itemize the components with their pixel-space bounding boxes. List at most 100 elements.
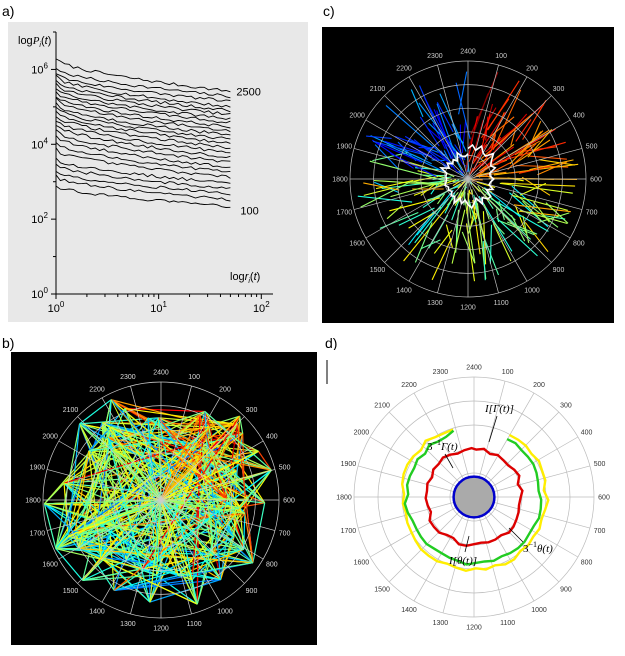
panel-d-annotation-arrow xyxy=(464,535,470,553)
panel-c-grid-spoke xyxy=(467,148,583,180)
panel-b-angle-label: 400 xyxy=(266,434,278,441)
panel-a-y-tick-label: 100 xyxy=(31,286,48,301)
panel-a-label-2500: 2500 xyxy=(236,86,260,98)
panel-b-network-edge xyxy=(100,506,241,558)
panel-b-grid-spoke xyxy=(101,397,162,501)
panel-a-series-line xyxy=(55,120,231,154)
panel-a-y-tick-label: 102 xyxy=(31,211,48,226)
panel-c-letter: c) xyxy=(323,3,335,19)
panel-a-series-line xyxy=(55,91,231,124)
panel-c-angle-label: 600 xyxy=(590,177,602,184)
panel-c-network-edge xyxy=(478,155,494,164)
panel-b-angle-label: 100 xyxy=(188,374,200,381)
panel-b-network-edge xyxy=(107,417,159,439)
panel-c-network-edge xyxy=(414,198,449,244)
panel-a-x-tick-label: 102 xyxy=(253,300,270,315)
panel-b-angle-label: 1900 xyxy=(30,464,46,471)
panel-c-network-edge xyxy=(474,120,484,150)
panel-c-network-edge xyxy=(431,238,452,281)
panel-b-angle-label: 1700 xyxy=(30,531,46,538)
panel-b-network-edge xyxy=(44,503,214,556)
panel-c-angle-label: 2100 xyxy=(370,86,386,93)
panel-c-network-edge xyxy=(357,195,413,203)
panel-a-series-line xyxy=(55,125,231,158)
panel-b-network-edge xyxy=(108,423,238,439)
panel-c-network-edge xyxy=(360,181,410,208)
panel-a-series-line xyxy=(55,88,231,120)
panel-b-network-edge xyxy=(239,416,244,434)
panel-b-network-edge xyxy=(244,513,254,563)
panel-c-network-edge xyxy=(452,180,461,187)
panel-c-network-edge xyxy=(414,222,433,263)
panel-c-network-edge xyxy=(481,188,516,221)
panel-c-network-edge xyxy=(487,200,494,210)
panel-d-angle-label: 2300 xyxy=(433,369,449,376)
panel-b-angle-label: 1400 xyxy=(89,608,105,615)
panel-c-network-edge xyxy=(363,182,400,191)
panel-c-network-edge xyxy=(479,143,515,172)
panel-c-network-edge xyxy=(451,209,466,264)
panel-b-network-edge xyxy=(220,536,235,580)
panel-c-grid-spoke xyxy=(467,95,552,180)
panel-c-angle-label: 1600 xyxy=(349,241,365,248)
panel-b-spoke-edge xyxy=(64,482,162,501)
panel-b-network-edge xyxy=(142,415,241,570)
panel-b-network-edge xyxy=(43,482,65,505)
panel-b-spoke-edge xyxy=(160,499,221,511)
panel-a-series-line xyxy=(55,68,231,99)
panel-c-grid-spoke xyxy=(467,178,528,282)
panel-b-network-edge xyxy=(212,554,254,564)
panel-c-network-edge xyxy=(427,128,457,155)
panel-a-series-line xyxy=(55,116,231,149)
panel-b-angle-label: 2400 xyxy=(153,370,169,377)
panel-c-grid-spoke xyxy=(365,119,469,180)
panel-d-angle-label: 200 xyxy=(533,382,545,389)
panel-b-spoke-edge xyxy=(88,450,162,501)
panel-b-letter: b) xyxy=(2,335,15,351)
panel-b-angle-label: 700 xyxy=(279,531,291,538)
panel-b-network-edge xyxy=(63,483,69,537)
panel-b-network-edge xyxy=(100,450,259,558)
panel-c-network-edge xyxy=(460,169,464,174)
panel-b-grid-spoke xyxy=(130,385,162,501)
panel-d-angle-label: 1100 xyxy=(500,620,515,627)
panel-b-network-edge xyxy=(236,424,254,563)
panel-d-annotation-upper-right: I[Γ(t)] xyxy=(484,403,514,415)
panel-d-angle-label: 1000 xyxy=(531,607,547,614)
panel-b-network-edge xyxy=(142,554,214,570)
panel-c-network-edge xyxy=(522,100,547,140)
panel-b-network-edge xyxy=(220,498,249,531)
panel-a-series-line xyxy=(55,96,231,129)
panel-c-network-edge xyxy=(461,119,467,154)
panel-b-angle-label: 900 xyxy=(246,588,258,595)
panel-c-network-edge xyxy=(436,101,454,133)
panel-b-network-edge xyxy=(74,450,90,531)
panel-c-network-edge xyxy=(390,152,437,178)
panel-b-grid-spoke xyxy=(58,499,162,560)
panel-b-spoke-edge xyxy=(160,446,203,501)
panel-c-network-edge xyxy=(518,165,550,174)
panel-a-label-100: 100 xyxy=(240,205,258,217)
panel-c-network-edge xyxy=(472,143,488,164)
panel-b-network-edge xyxy=(63,482,179,577)
panel-c-network-edge xyxy=(437,193,446,205)
panel-d-angle-label: 600 xyxy=(598,495,610,502)
panel-b-grid-spoke xyxy=(77,499,162,584)
panel-b-network-edge xyxy=(258,450,272,471)
panel-b-network-edge xyxy=(67,535,139,556)
panel-c-network-edge xyxy=(468,93,489,147)
panel-b-network-edge xyxy=(142,469,272,570)
panel-a-series-line xyxy=(55,74,231,108)
panel-b-grid-spoke xyxy=(77,416,162,501)
panel-c-network-edge xyxy=(397,141,417,162)
panel-b-angle-label: 2100 xyxy=(63,407,79,414)
panel-b-network-edge xyxy=(82,521,98,581)
panel-b-network-edge xyxy=(107,437,114,451)
panel-c-network-edge xyxy=(366,135,392,139)
panel-b-angle-label: 600 xyxy=(283,498,295,505)
panel-b-angle-label: 1100 xyxy=(187,621,202,628)
panel-b-network-edge xyxy=(114,575,179,591)
panel-b-grid-spoke xyxy=(58,440,162,501)
panel-b-network-edge xyxy=(110,399,203,448)
panel-c-angle-label: 500 xyxy=(586,143,598,150)
